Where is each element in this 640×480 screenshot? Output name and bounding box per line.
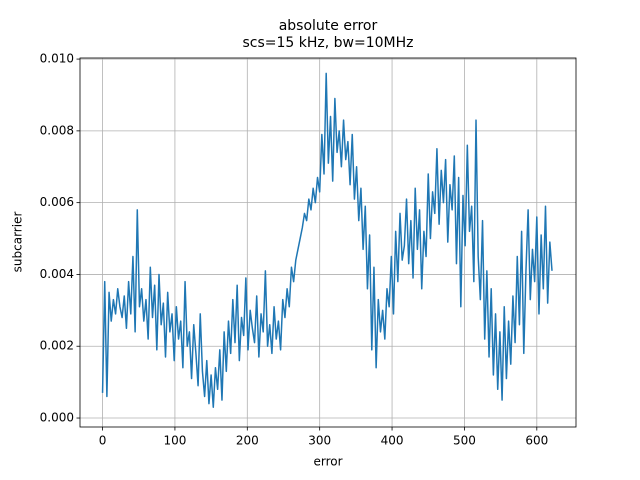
y-tick-label: 0.006 — [40, 195, 74, 209]
y-tick-label: 0.002 — [40, 339, 74, 353]
x-tick-label: 200 — [236, 434, 259, 448]
y-tick-label: 0.004 — [40, 267, 74, 281]
y-tick-label: 0.000 — [40, 411, 74, 425]
chart-subtitle: scs=15 kHz, bw=10MHz — [242, 35, 413, 51]
x-tick-label: 600 — [525, 434, 548, 448]
y-axis-label: subcarrier — [11, 212, 25, 273]
x-tick-label: 0 — [99, 434, 107, 448]
y-tick-label: 0.008 — [40, 123, 74, 137]
y-tick-label: 0.010 — [40, 52, 74, 66]
plot-frame — [79, 57, 577, 428]
x-tick-label: 100 — [163, 434, 186, 448]
x-tick-label: 400 — [381, 434, 404, 448]
x-tick-label: 300 — [308, 434, 331, 448]
chart-title: absolute error — [279, 18, 378, 34]
x-tick-label: 500 — [453, 434, 476, 448]
x-axis-label: error — [313, 455, 342, 469]
data-line — [101, 72, 553, 409]
